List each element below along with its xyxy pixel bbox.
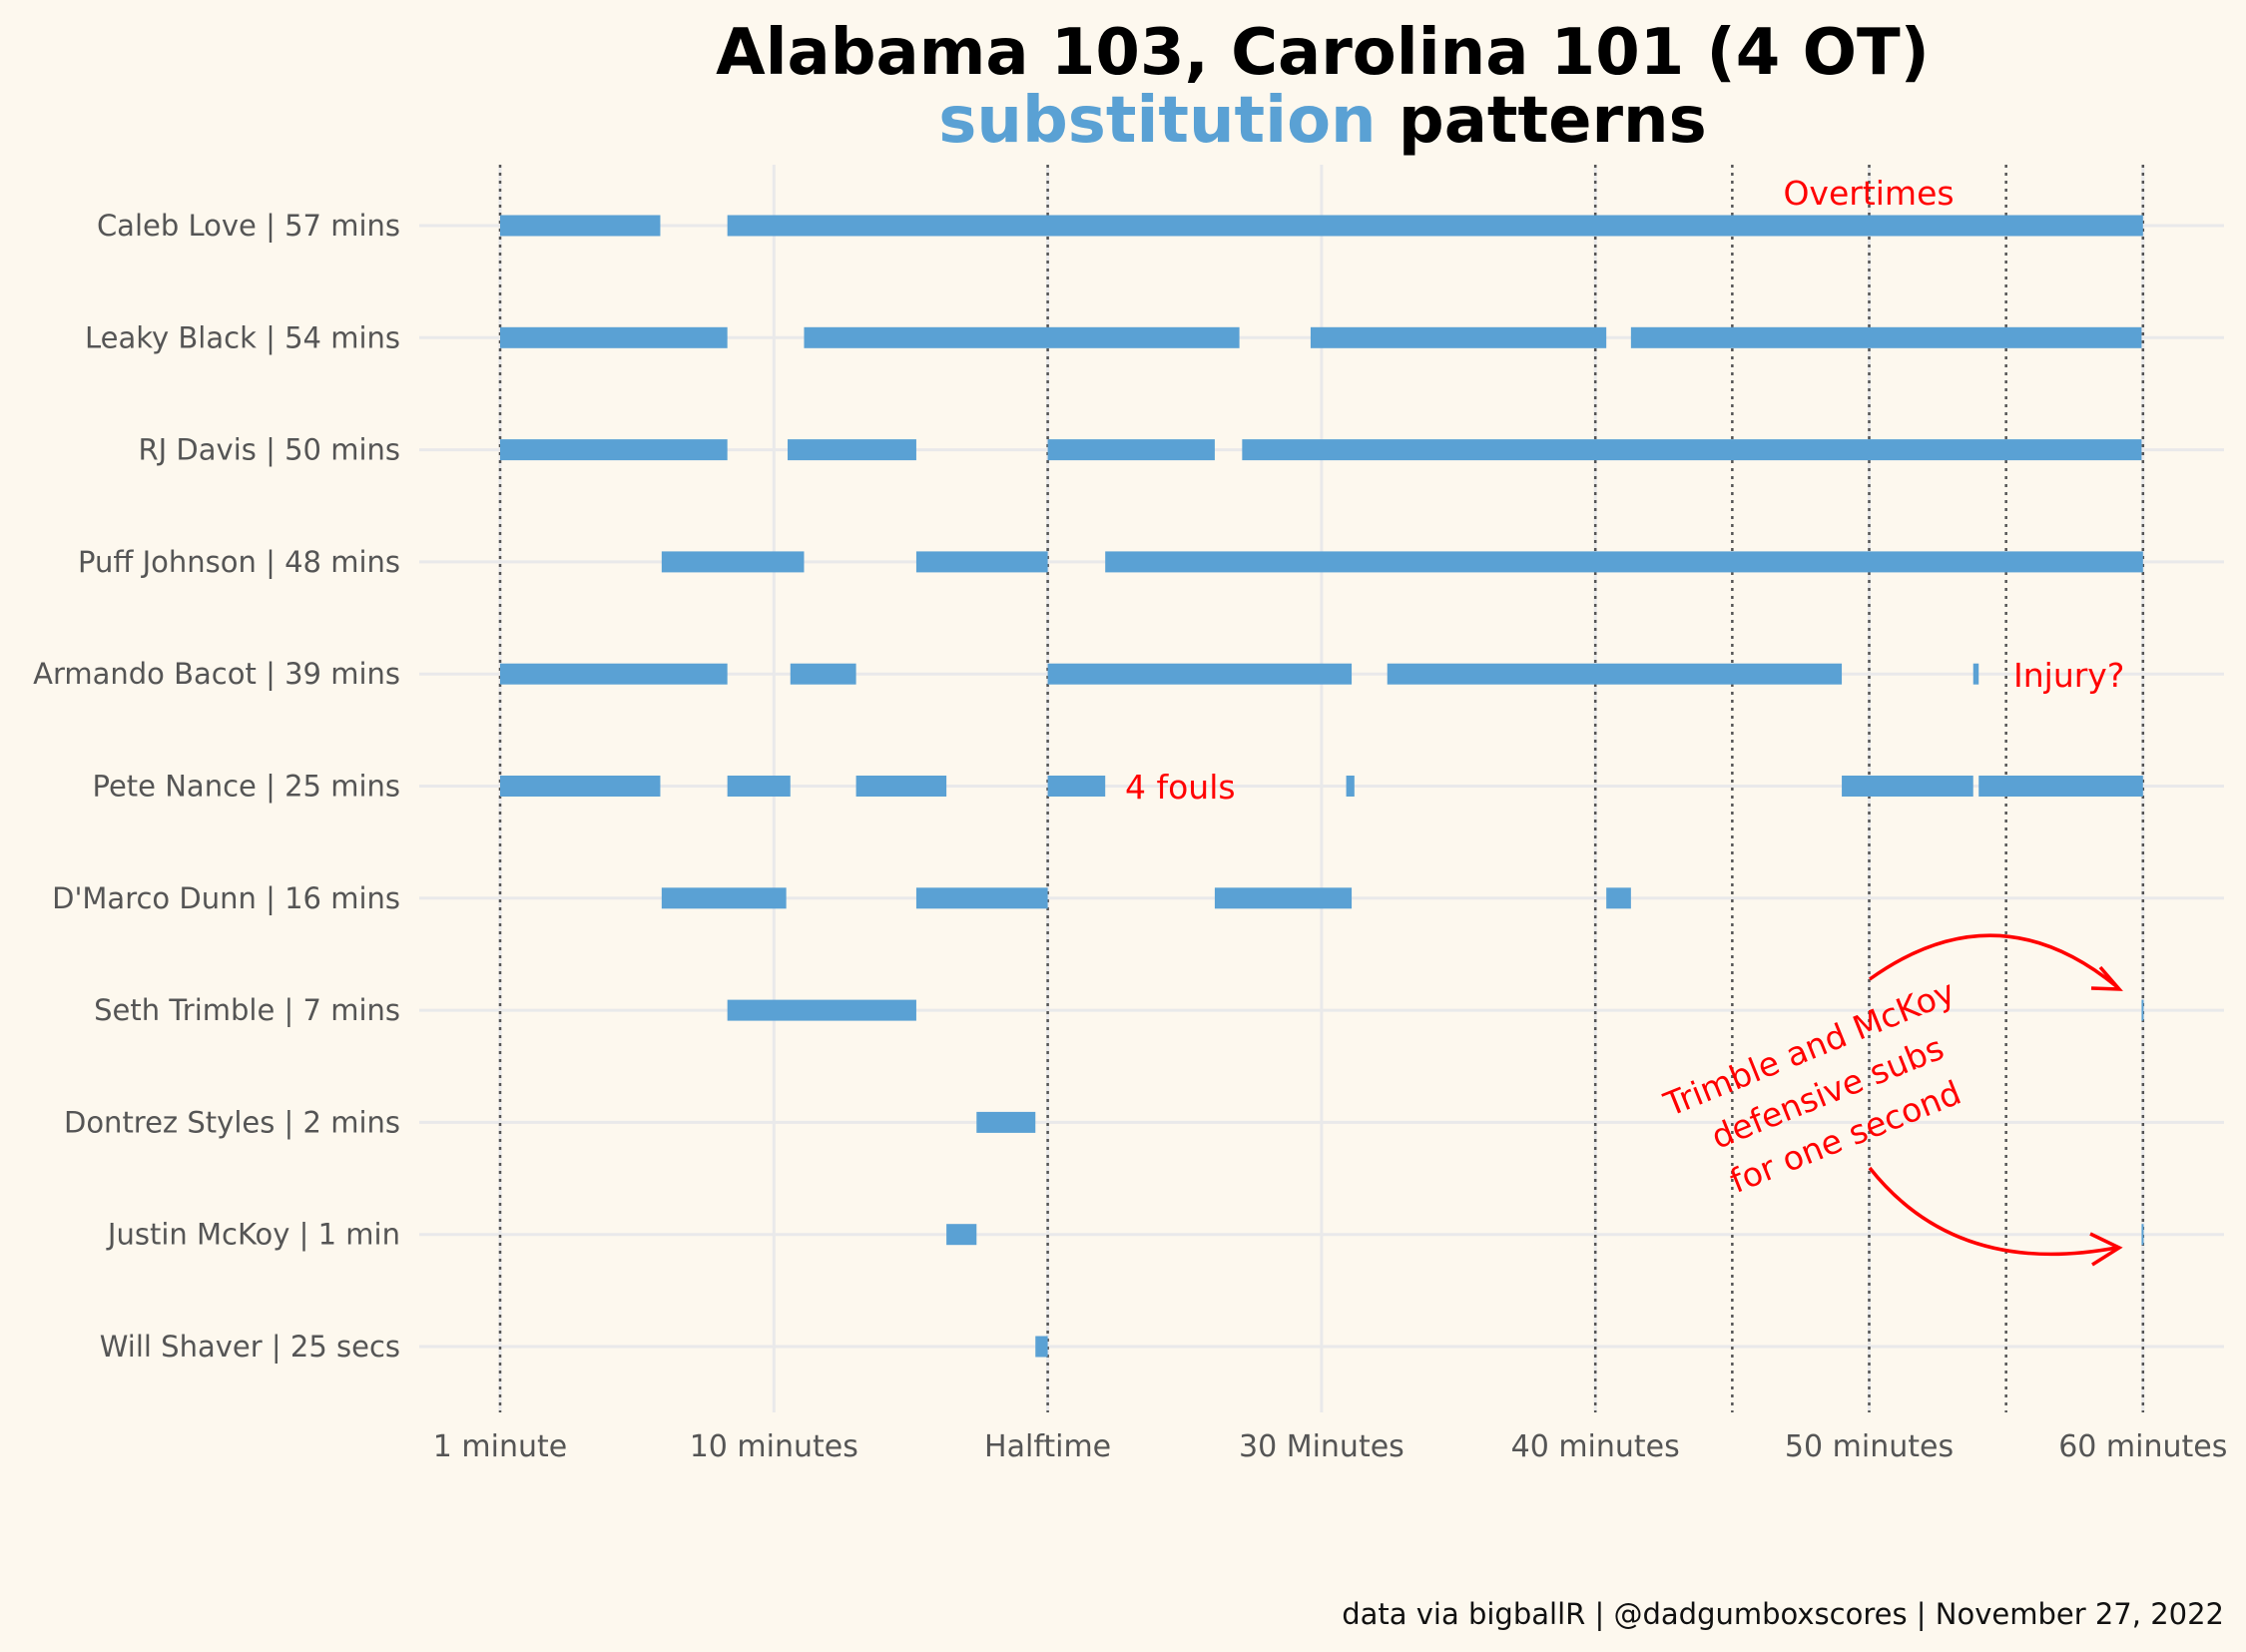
- player-label: Caleb Love | 57 mins: [97, 209, 400, 243]
- stint-bar: [1242, 439, 2142, 461]
- stint-bar: [1387, 663, 1843, 685]
- x-tick-label: 10 minutes: [690, 1429, 858, 1464]
- x-axis-labels: 1 minute 10 minutes Halftime 30 Minutes 40 m…: [433, 1429, 2228, 1464]
- stint-bar: [1047, 439, 1215, 461]
- stint-bar: [1972, 663, 1979, 685]
- stint-bar: [915, 887, 1048, 909]
- stint-bar: [788, 439, 916, 461]
- stint-bar: [1047, 776, 1106, 797]
- player-label: RJ Davis | 50 mins: [139, 433, 400, 467]
- stint-bar: [1035, 1336, 1048, 1358]
- stint-bar: [661, 887, 787, 909]
- x-tick-label: 40 minutes: [1511, 1429, 1680, 1464]
- stint-bar: [946, 1224, 977, 1246]
- stint-bar: [500, 776, 661, 797]
- stint-bar: [1842, 776, 1973, 797]
- stint-bar: [661, 551, 805, 573]
- stint-bar: [2141, 1224, 2144, 1246]
- injury-annotation: Injury?: [2013, 656, 2124, 695]
- player-label: Will Shaver | 25 secs: [100, 1330, 400, 1364]
- stint-bar: [500, 215, 661, 237]
- trimble-mckoy-annotation: Trimble and McKoy defensive subs for one…: [1658, 972, 1966, 1201]
- stint-bar: [976, 1111, 1036, 1133]
- stint-bar: [1606, 887, 1631, 909]
- stint-bar: [727, 215, 2143, 237]
- stint-bar: [790, 663, 856, 685]
- stint-bar: [804, 326, 1240, 348]
- stint-bar: [1346, 776, 1355, 797]
- subtitle-rest: patterns: [1377, 84, 1707, 158]
- stint-bar: [855, 776, 947, 797]
- player-label: Dontrez Styles | 2 mins: [64, 1105, 400, 1139]
- stint-bar: [1310, 326, 1607, 348]
- player-label: Justin McKoy | 1 min: [106, 1218, 400, 1252]
- player-labels: Caleb Love | 57 mins Leaky Black | 54 min…: [33, 209, 400, 1364]
- stint-bar: [2141, 999, 2144, 1021]
- x-tick-label: 50 minutes: [1785, 1429, 1954, 1464]
- chart-title: Alabama 103, Carolina 101 (4 OT): [716, 16, 1930, 90]
- overtimes-annotation: Overtimes: [1783, 174, 1954, 213]
- x-tick-label: Halftime: [984, 1429, 1111, 1464]
- arrow-to-mckoy: [1868, 1166, 2117, 1257]
- arrowhead-trimble: [2090, 965, 2123, 991]
- fouls-annotation: 4 fouls: [1125, 768, 1236, 807]
- stint-bar: [1047, 663, 1353, 685]
- stint-bar: [915, 551, 1048, 573]
- x-tick-label: 30 Minutes: [1239, 1429, 1404, 1464]
- player-label: D'Marco Dunn | 16 mins: [52, 881, 400, 915]
- player-label: Pete Nance | 25 mins: [93, 770, 400, 804]
- player-label: Puff Johnson | 48 mins: [78, 545, 400, 579]
- stint-bar: [727, 999, 916, 1021]
- stint-bar: [1630, 326, 2142, 348]
- stint-bar: [500, 663, 728, 685]
- chart-subtitle: substitution patterns: [938, 84, 1706, 158]
- x-tick-label: 1 minute: [433, 1429, 567, 1464]
- stint-bar: [1978, 776, 2143, 797]
- chart-caption: data via bigballR | @dadgumboxscores | N…: [1342, 1597, 2224, 1631]
- player-label: Seth Trimble | 7 mins: [94, 993, 400, 1027]
- arrow-to-trimble: [1868, 933, 2118, 988]
- x-tick-label: 60 minutes: [2058, 1429, 2227, 1464]
- stint-bar: [500, 439, 728, 461]
- arrowhead-mckoy: [2089, 1232, 2123, 1267]
- player-label: Leaky Black | 54 mins: [85, 320, 400, 354]
- player-label: Armando Bacot | 39 mins: [33, 657, 400, 691]
- stint-bar: [1214, 887, 1353, 909]
- subtitle-highlight: substitution: [938, 84, 1376, 158]
- stint-bar: [1105, 551, 2143, 573]
- stint-bar: [727, 776, 791, 797]
- stint-bar: [500, 326, 728, 348]
- stint-bars: [500, 215, 2144, 1358]
